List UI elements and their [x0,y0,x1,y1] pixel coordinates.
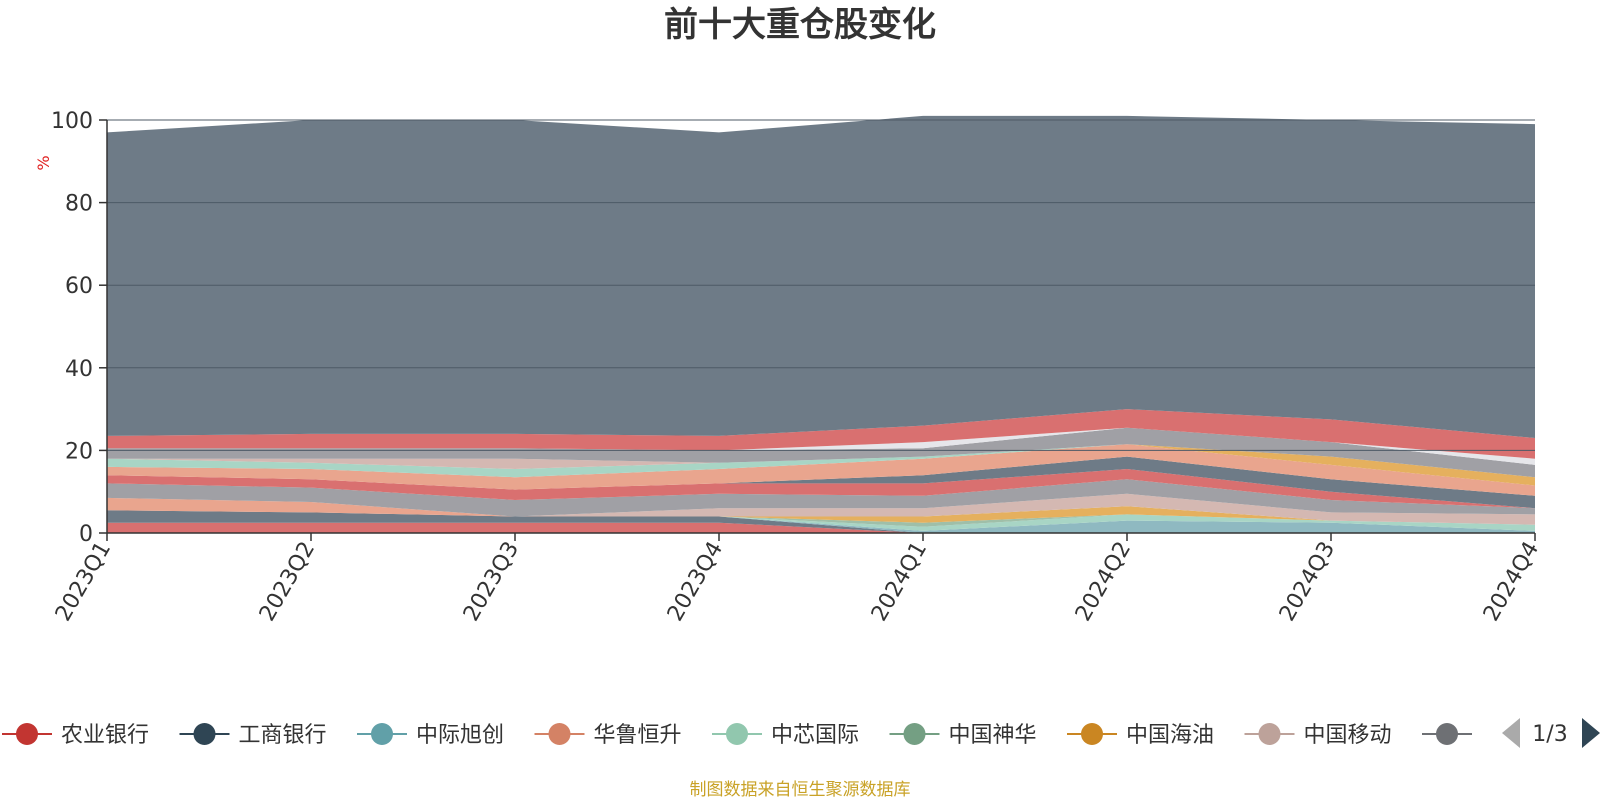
legend-marker-icon [726,723,748,745]
legend: 农业银行 工商银行 中际旭创 华鲁恒升 中芯国际 中国神华 中国海油 中国移动 [2,723,1472,748]
y-tick-label: 40 [65,357,93,382]
area-series-11 [107,456,1535,509]
legend-marker-icon [16,723,38,745]
legend-prev-page-icon[interactable] [1502,718,1520,748]
legend-label: 中芯国际 [771,723,859,748]
gridlines [107,119,1535,451]
legend-item[interactable]: 中国海油 [1067,723,1214,748]
legend-marker-icon [1081,723,1103,745]
legend-item[interactable]: 中际旭创 [357,723,504,748]
area-series-18 [107,409,1535,459]
legend-marker-icon [371,723,393,745]
legend-label: 华鲁恒升 [594,723,682,748]
area-series-17 [107,427,1535,465]
legend-marker-icon [903,723,926,745]
x-tick-label: 2023Q2 [255,538,320,626]
chart-title: 前十大重仓股变化 [664,5,936,45]
x-tick-label: 2024Q2 [1071,538,1136,626]
area-series-group [107,115,1535,533]
x-tick-label: 2024Q3 [1275,538,1340,626]
legend-page-indicator: 1/3 [1532,722,1567,747]
y-axis-ticks: 0 20 40 60 80 100 [51,109,107,547]
area-series-12 [107,444,1535,496]
legend-label: 中际旭创 [416,723,504,748]
legend-label: 中国移动 [1304,723,1392,748]
y-tick-label: 60 [65,274,93,299]
x-tick-label: 2024Q1 [867,538,932,626]
legend-item[interactable]: 中芯国际 [712,723,859,748]
legend-pager: 1/3 [1502,718,1600,748]
legend-marker-icon [1436,723,1458,745]
area-series-1 [107,522,1535,533]
y-tick-label: 80 [65,192,93,217]
x-tick-label: 2024Q4 [1479,538,1544,626]
area-series-16 [107,427,1535,478]
legend-marker-icon [193,723,216,745]
legend-next-page-icon[interactable] [1582,718,1600,748]
area-series-6 [107,497,1535,527]
legend-item[interactable]: 中国神华 [889,723,1037,748]
y-tick-label: 20 [65,439,93,464]
area-series-15 [107,444,1535,478]
area-series-10 [107,469,1535,509]
legend-item[interactable]: 工商银行 [179,723,327,748]
legend-item[interactable]: 中国移动 [1244,723,1392,748]
legend-item-partial[interactable] [1422,723,1472,745]
axes [106,120,1535,534]
x-tick-label: 2023Q4 [663,538,728,626]
area-series-7 [107,497,1535,525]
legend-label: 中国神华 [949,723,1037,748]
y-axis-unit-label: % [34,155,53,170]
legend-item[interactable]: 农业银行 [2,723,149,748]
area-series-9 [107,479,1535,517]
area-series-8 [107,493,1535,525]
legend-item[interactable]: 华鲁恒升 [534,723,682,748]
legend-label: 农业银行 [61,723,149,748]
legend-label: 工商银行 [239,723,327,748]
source-note: 制图数据来自恒生聚源数据库 [690,780,911,800]
x-tick-label: 2023Q3 [459,538,524,626]
legend-marker-icon [548,723,571,745]
legend-marker-icon [1258,723,1281,745]
x-tick-label: 2023Q1 [51,538,116,626]
y-tick-label: 0 [79,522,93,547]
legend-label: 中国海油 [1126,723,1214,748]
area-series-2 [107,510,1535,533]
x-axis-ticks: 2023Q1 2023Q2 2023Q3 2023Q4 2024Q1 2024Q2 2024… [51,533,1544,626]
area-series-4 [107,497,1535,531]
y-tick-label: 100 [51,109,93,134]
area-series-19 [107,115,1535,439]
area-series-3 [107,510,1535,533]
